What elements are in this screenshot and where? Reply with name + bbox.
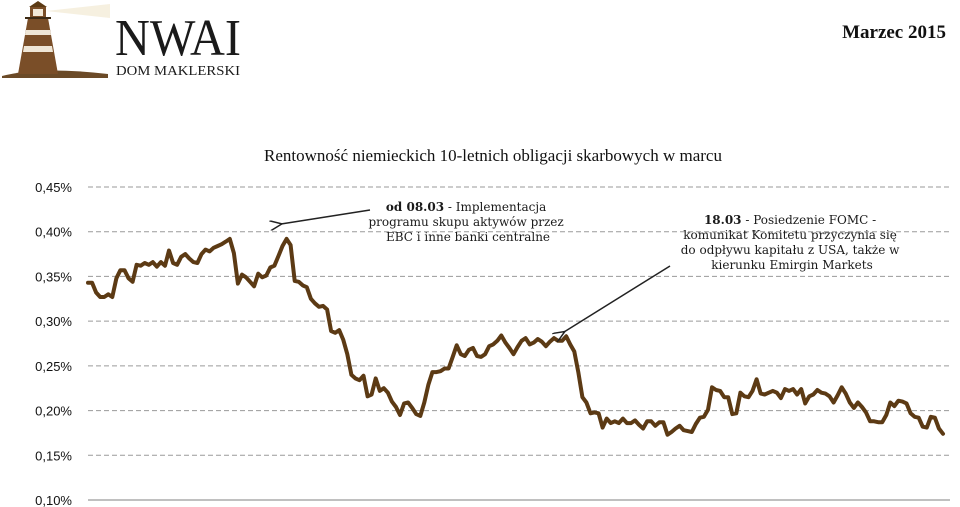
annotation-2-line-2: do odpływu kapitału z USA, także w xyxy=(681,243,900,257)
report-date: Marzec 2015 xyxy=(842,22,946,43)
y-tick-label: 0,25% xyxy=(35,359,72,374)
annotation-1-line-1: programu skupu aktywów przez xyxy=(368,215,563,229)
brand-name: NWAI xyxy=(115,10,241,67)
annotation-2-line-1: komunikat Komitetu przyczynia się xyxy=(683,228,897,242)
y-tick-label: 0,15% xyxy=(35,448,72,463)
annotation-arrow-2 xyxy=(564,265,671,332)
annotation-1-line-2: EBC i inne banki centralne xyxy=(386,230,550,244)
y-tick-label: 0,30% xyxy=(35,314,72,329)
annotation-1: od 08.03 - Implementacja programu skupu … xyxy=(368,200,567,244)
annotation-arrow-1 xyxy=(281,209,371,224)
annotation-1-date: od 08.03 xyxy=(386,200,444,214)
chart-title: Rentowność niemieckich 10-letnich obliga… xyxy=(264,146,722,165)
y-tick-label: 0,45% xyxy=(35,180,72,195)
y-tick-label: 0,20% xyxy=(35,404,72,419)
annotation-2: 18.03 - Posiedzenie FOMC - komunikat Kom… xyxy=(681,213,904,272)
grid-lines xyxy=(88,186,950,501)
annotation-2-date: 18.03 xyxy=(704,213,742,227)
annotation-2-line-0: - Posiedzenie FOMC - xyxy=(742,213,877,227)
y-tick-label: 0,40% xyxy=(35,225,72,240)
series-line xyxy=(86,236,945,437)
company-logo: NWAI DOM MAKLERSKI xyxy=(2,1,241,79)
y-tick-label: 0,10% xyxy=(35,493,72,507)
brand-subtitle: DOM MAKLERSKI xyxy=(116,64,240,79)
y-axis-ticks: 0,45% 0,40% 0,35% 0,30% 0,25% 0,20% 0,15% 0,10% xyxy=(35,180,72,507)
lighthouse-icon xyxy=(2,1,110,78)
y-tick-label: 0,35% xyxy=(35,269,72,284)
annotation-1-line-0: - Implementacja xyxy=(444,200,546,214)
annotation-2-line-3: kierunku Emirgin Markets xyxy=(711,258,873,272)
